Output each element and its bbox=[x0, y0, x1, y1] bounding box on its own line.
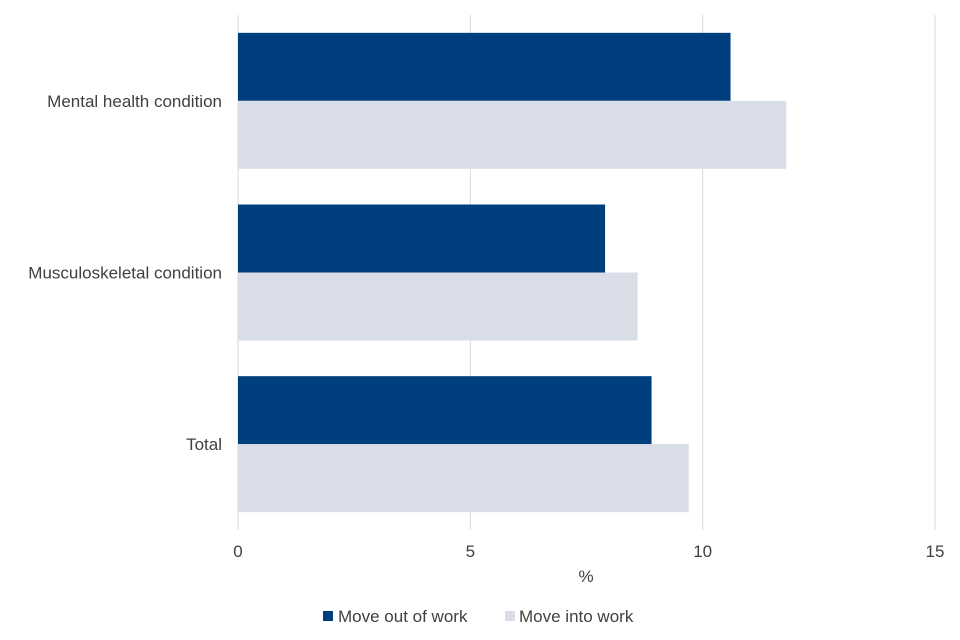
bar bbox=[238, 100, 787, 169]
legend-label: Move out of work bbox=[338, 607, 468, 626]
bar bbox=[238, 272, 638, 341]
legend-swatch bbox=[505, 611, 515, 621]
bar bbox=[238, 444, 689, 513]
x-tick-label: 10 bbox=[693, 542, 712, 561]
x-tick-label: 5 bbox=[466, 542, 475, 561]
legend-swatch bbox=[323, 611, 333, 621]
bar bbox=[238, 32, 731, 101]
category-labels: Mental health condition Musculoskeletal c… bbox=[28, 92, 222, 454]
x-tick-label: 15 bbox=[926, 542, 945, 561]
tick-labels: 0 5 10 15 bbox=[233, 542, 944, 561]
category-label: Mental health condition bbox=[47, 92, 222, 111]
bar bbox=[238, 204, 606, 273]
bars bbox=[238, 32, 787, 513]
category-label: Total bbox=[186, 435, 222, 454]
x-tick-label: 0 bbox=[233, 542, 242, 561]
legend-label: Move into work bbox=[519, 607, 634, 626]
x-axis-title: % bbox=[578, 567, 593, 586]
legend: Move out of work Move into work bbox=[323, 607, 634, 626]
bar bbox=[238, 376, 652, 445]
category-label: Musculoskeletal condition bbox=[28, 264, 222, 283]
